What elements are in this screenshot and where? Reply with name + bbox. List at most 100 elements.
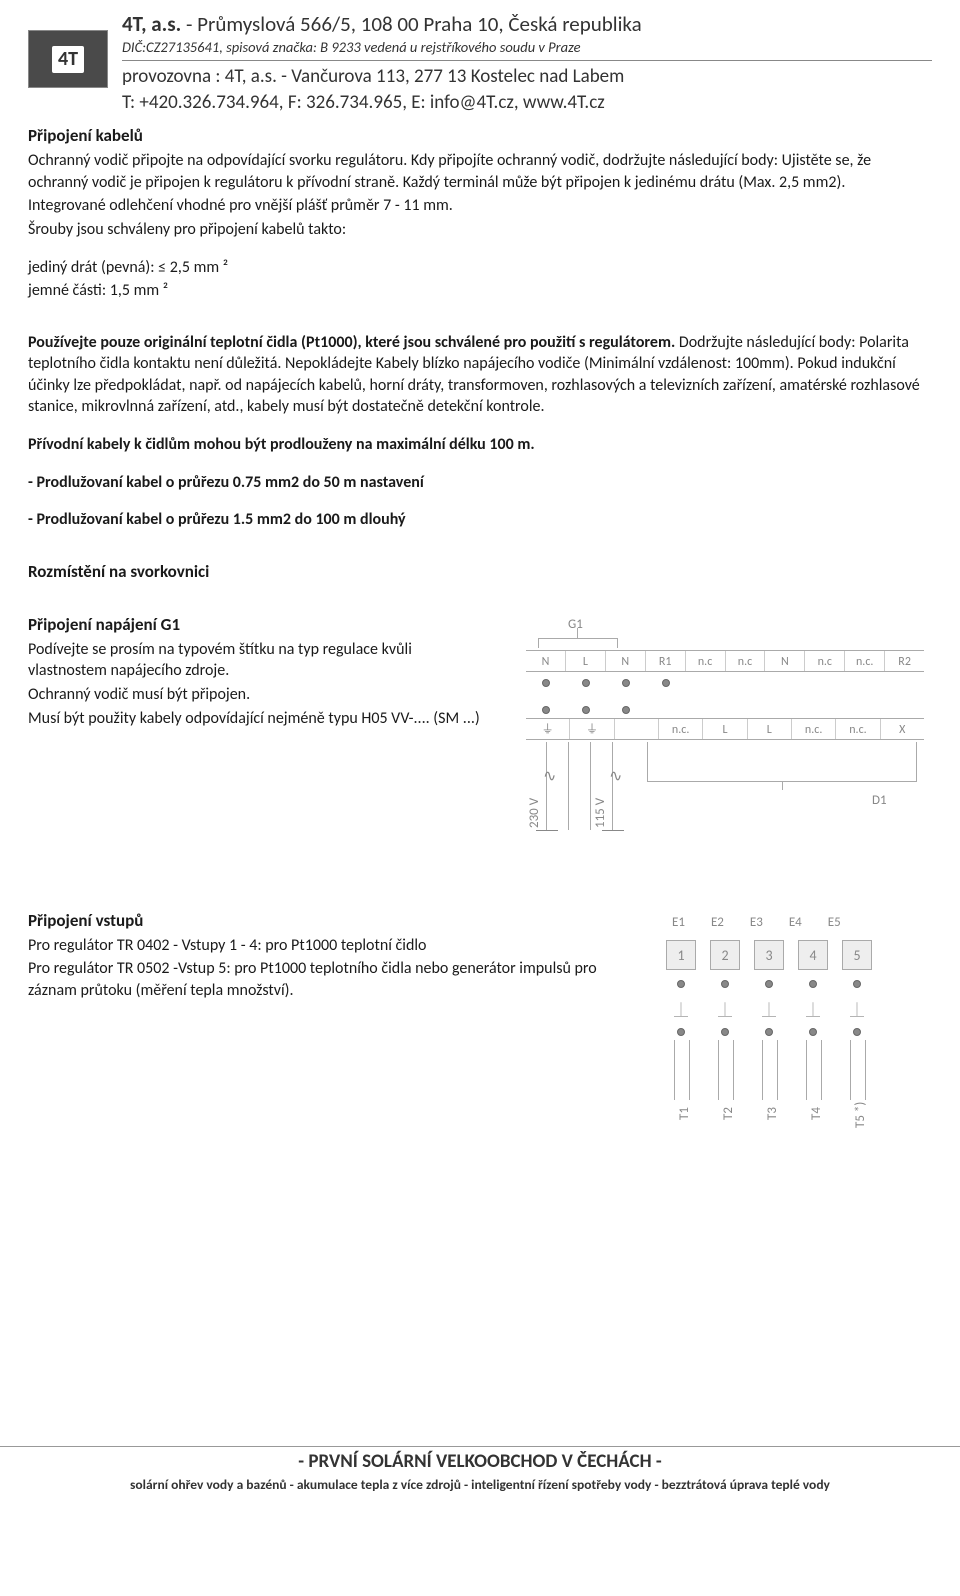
b3: [615, 719, 659, 739]
dia1-bot-strip: ⏚ ⏚ n.c. L L n.c. n.c. X: [526, 718, 924, 740]
g1-bracket-stem: [577, 628, 578, 638]
t10: R2: [885, 651, 924, 671]
e1: E1: [672, 914, 685, 932]
header-rule: [122, 60, 932, 61]
diagram-g1: G1 N L N R1 n.c n.c N n.c n.c. R2: [512, 614, 932, 854]
dot: [721, 980, 729, 988]
s4-p2: Ochranný vodič musí být připojen.: [28, 684, 492, 706]
b4: n.c.: [659, 719, 703, 739]
dot: [622, 706, 630, 714]
diagram-inputs: E1 E2 E3 E4 E5 1 2 3 4 5 ⏊ ⏊ ⏊ ⏊: [652, 910, 932, 1130]
s2-b3: - Prodlužovaní kabel o průřezu 1.5 mm2 d…: [28, 509, 932, 531]
vline: [568, 742, 569, 830]
t3: T3: [764, 1107, 782, 1120]
gnd-icon: ⏊: [674, 1002, 688, 1021]
t7: N: [765, 651, 805, 671]
s2-b2: - Prodlužovaní kabel o průřezu 0.75 mm2 …: [28, 472, 932, 494]
tick: [536, 830, 558, 831]
s1-p3: Šrouby jsou schváleny pro připojení kabe…: [28, 219, 932, 241]
b7: n.c.: [792, 719, 836, 739]
t8: n.c: [805, 651, 845, 671]
footer-rule: [0, 1446, 960, 1447]
dot: [809, 980, 817, 988]
s5-text: Připojení vstupů Pro regulátor TR 0402 -…: [28, 910, 632, 1004]
box4: 4: [798, 940, 828, 970]
s5-p1: Pro regulátor TR 0402 - Vstupy 1 - 4: pr…: [28, 935, 632, 957]
s1-l1: jediný drát (pevná): ≤ 2,5 mm ²: [28, 257, 932, 279]
company-name: 4T, a.s.: [122, 11, 181, 37]
footer-line1: - PRVNÍ SOLÁRNÍ VELKOOBCHOD V ČECHÁCH -: [0, 1449, 960, 1475]
t5: n.c: [686, 651, 726, 671]
s4-p3: Musí být použity kabely odpovídající nej…: [28, 708, 492, 730]
dot: [542, 706, 550, 714]
d1-label: D1: [872, 792, 887, 810]
header-contact: T: +420.326.734.964, F: 326.734.965, E: …: [122, 90, 932, 116]
company-addr1: - Průmyslová 566/5, 108 00 Praha 10, Čes…: [186, 11, 642, 37]
footer-line2: solární ohřev vody a bazénů - akumulace …: [0, 1476, 960, 1494]
vline: [806, 1040, 807, 1100]
dot: [677, 980, 685, 988]
vline: [718, 1040, 719, 1100]
row-inputs: Připojení vstupů Pro regulátor TR 0402 -…: [28, 910, 932, 1130]
vline: [689, 1040, 690, 1100]
dot: [721, 1028, 729, 1036]
dot: [853, 980, 861, 988]
dot: [622, 679, 630, 687]
dia1-top-strip: N L N R1 n.c n.c N n.c n.c. R2: [526, 650, 924, 672]
tick: [602, 830, 624, 831]
t2: L: [566, 651, 606, 671]
dot: [662, 679, 670, 687]
s3-title: Rozmístění na svorkovnici: [28, 561, 932, 584]
gnd-icon: ⏊: [850, 1002, 864, 1021]
logo: 4T: [28, 30, 108, 88]
content: Připojení kabelů Ochranný vodič připojte…: [28, 123, 932, 1130]
e5: E5: [828, 914, 841, 932]
s2-p1: Používejte pouze originální teplotní čid…: [28, 332, 932, 418]
dot: [765, 1028, 773, 1036]
gnd-icon: ⏊: [762, 1002, 776, 1021]
header-addr2: provozovna : 4T, a.s. - Vančurova 113, 2…: [122, 64, 932, 90]
e-labels: E1 E2 E3 E4 E5: [672, 914, 841, 932]
s1-title: Připojení kabelů: [28, 125, 932, 148]
v115: 115 V: [592, 798, 610, 828]
header-line1: 4T, a.s. - Průmyslová 566/5, 108 00 Prah…: [122, 10, 932, 38]
s5-title: Připojení vstupů: [28, 910, 632, 933]
s4-title: Připojení napájení G1: [28, 614, 492, 637]
t9: n.c.: [845, 651, 885, 671]
dot: [677, 1028, 685, 1036]
sine-icon: ∿: [543, 766, 556, 788]
g1-bracket: [538, 638, 618, 648]
s4-p1: Podívejte se prosím na typovém štítku na…: [28, 639, 492, 682]
b5: L: [703, 719, 747, 739]
vline: [850, 1040, 851, 1100]
dot: [582, 679, 590, 687]
box1: 1: [666, 940, 696, 970]
s4-text: Připojení napájení G1 Podívejte se prosí…: [28, 614, 492, 731]
e4: E4: [789, 914, 802, 932]
t4: T4: [808, 1107, 826, 1120]
b8: n.c.: [836, 719, 880, 739]
t3: N: [606, 651, 646, 671]
footer: - PRVNÍ SOLÁRNÍ VELKOOBCHOD V ČECHÁCH - …: [0, 1444, 960, 1500]
e3: E3: [750, 914, 763, 932]
e2: E2: [711, 914, 724, 932]
dot: [765, 980, 773, 988]
box5: 5: [842, 940, 872, 970]
s1-p2: Integrované odlehčení vhodné pro vnější …: [28, 195, 932, 217]
g1-label: G1: [568, 616, 583, 634]
dot: [853, 1028, 861, 1036]
row-g1: Připojení napájení G1 Podívejte se prosí…: [28, 614, 932, 854]
box3: 3: [754, 940, 784, 970]
vline: [733, 1040, 734, 1100]
b1: ⏚: [526, 719, 570, 739]
dot: [542, 679, 550, 687]
logo-text: 4T: [52, 46, 84, 73]
s1-p1: Ochranný vodič připojte na odpovídající …: [28, 150, 932, 193]
vline: [674, 1040, 675, 1100]
vline: [590, 742, 591, 830]
dot: [582, 706, 590, 714]
d1-bracket: [647, 742, 917, 782]
b2: ⏚: [570, 719, 614, 739]
s2-p1a: Používejte pouze originální teplotní čid…: [28, 333, 675, 352]
d1-bracket-stem: [782, 782, 783, 790]
